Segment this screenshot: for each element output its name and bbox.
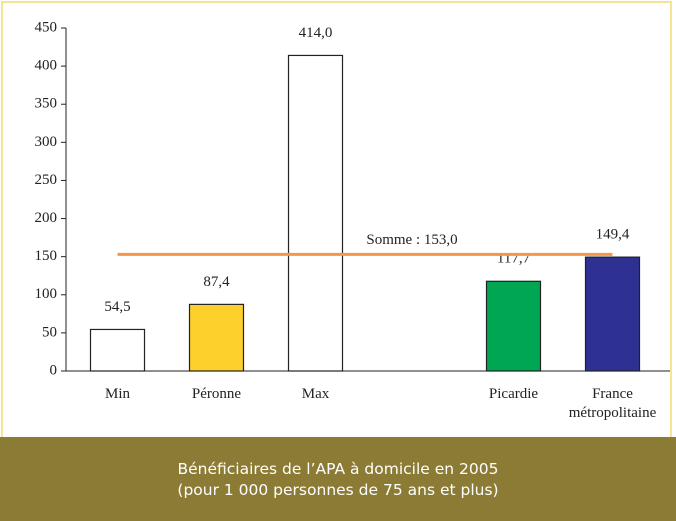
value-label: 149,4 bbox=[596, 227, 630, 243]
y-tick-label: 450 bbox=[35, 19, 58, 35]
y-tick-label: 100 bbox=[35, 286, 58, 302]
x-tick-label: Péronne bbox=[191, 386, 242, 402]
y-tick-label: 50 bbox=[42, 324, 57, 340]
y-tick-label: 350 bbox=[35, 96, 58, 112]
frame bbox=[1, 1, 672, 437]
y-tick-label: 400 bbox=[35, 58, 58, 74]
value-label: 54,5 bbox=[104, 299, 130, 315]
y-tick-label: 300 bbox=[35, 134, 58, 150]
caption: Bénéficiaires de l’APA à domicile en 200… bbox=[0, 437, 676, 521]
x-tick-label: Picardie bbox=[488, 386, 539, 402]
bar bbox=[485, 280, 542, 372]
y-tick-label: 250 bbox=[35, 172, 58, 188]
x-tick-label: Max bbox=[301, 386, 330, 402]
value-label: 414,0 bbox=[299, 25, 333, 41]
value-label: 87,4 bbox=[203, 274, 230, 290]
bar bbox=[287, 54, 344, 372]
y-tick-label: 0 bbox=[50, 362, 58, 378]
caption-line: (pour 1 000 personnes de 75 ans et plus) bbox=[177, 481, 499, 499]
y-tick-label: 200 bbox=[35, 210, 58, 226]
y-tick-label: 150 bbox=[35, 248, 58, 264]
bar bbox=[89, 328, 146, 372]
x-tick-label: Min bbox=[104, 386, 130, 402]
x-tick-label: France métropolitaine bbox=[568, 386, 657, 421]
bar bbox=[188, 303, 245, 372]
reference-label: Somme : 153,0 bbox=[366, 232, 457, 248]
caption-line: Bénéficiaires de l’APA à domicile en 200… bbox=[177, 460, 499, 478]
bar bbox=[584, 256, 641, 372]
chart: 0 50 100 150 200 250 300 350 400 450 54,5 87,4 414,0… bbox=[35, 19, 670, 378]
